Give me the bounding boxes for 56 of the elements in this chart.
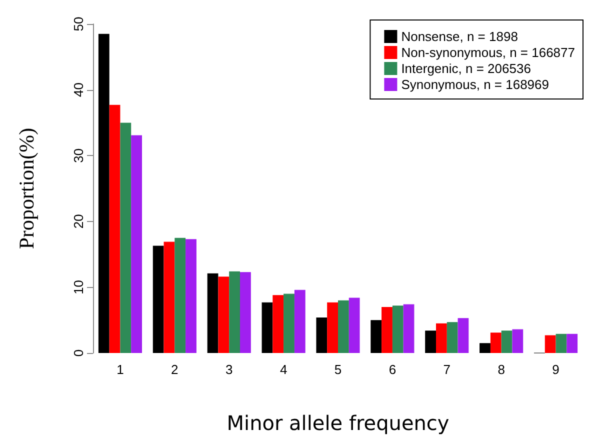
y-tick-label: 50: [71, 16, 86, 32]
bar: [240, 272, 251, 353]
bar: [98, 34, 110, 353]
y-tick-label: 10: [71, 280, 86, 294]
x-tick-label: 4: [280, 362, 288, 377]
bar: [501, 330, 512, 353]
bar: [186, 239, 196, 353]
x-tick-label: 7: [443, 362, 451, 377]
x-tick-label: 2: [171, 362, 178, 377]
legend-label: Non-synonymous, n = 166877: [401, 45, 576, 60]
x-tick-label: 1: [116, 362, 124, 377]
y-tick-label: 20: [71, 214, 86, 229]
x-tick-label: 6: [388, 362, 396, 377]
bar: [512, 329, 524, 353]
bar: [556, 334, 567, 353]
x-tick-label: 9: [552, 362, 560, 377]
bar: [544, 335, 556, 353]
bar: [294, 290, 306, 353]
bar: [218, 276, 230, 353]
legend-label: Synonymous, n = 168969: [401, 77, 550, 92]
bar: [316, 317, 328, 353]
bar: [382, 306, 392, 353]
bar: [446, 322, 458, 353]
y-tick-label: 40: [71, 82, 86, 98]
bar: [490, 332, 502, 353]
bar: [425, 330, 436, 353]
bar: [272, 295, 284, 353]
x-tick-label: 8: [498, 362, 505, 377]
bar: [262, 302, 273, 353]
x-tick-label: 5: [334, 362, 342, 377]
y-tick-label: 0: [71, 349, 86, 357]
legend-label: Intergenic, n = 206536: [401, 61, 531, 76]
bar: [152, 246, 164, 353]
bar: [207, 273, 218, 353]
bar: [229, 271, 240, 353]
bar: [174, 238, 186, 353]
bar: [120, 122, 132, 353]
y-axis-title: Proportion(%): [14, 128, 38, 250]
bar: [348, 298, 360, 353]
bar: [327, 302, 338, 353]
bar: [480, 343, 490, 353]
bar: [109, 104, 120, 353]
x-axis-title: Minor allele frequency: [226, 411, 450, 435]
bar: [458, 318, 469, 353]
bar: [338, 300, 349, 353]
bar: [436, 323, 447, 353]
bar: [392, 306, 404, 353]
x-tick-label: 3: [225, 362, 233, 377]
y-tick-label: 30: [71, 148, 86, 163]
bar: [131, 135, 142, 353]
bar: [370, 320, 382, 353]
bar: [284, 294, 294, 353]
bar: [403, 304, 414, 353]
bar: [566, 334, 578, 353]
legend-label: Nonsense, n = 1898: [401, 29, 518, 44]
bar: [164, 242, 175, 353]
